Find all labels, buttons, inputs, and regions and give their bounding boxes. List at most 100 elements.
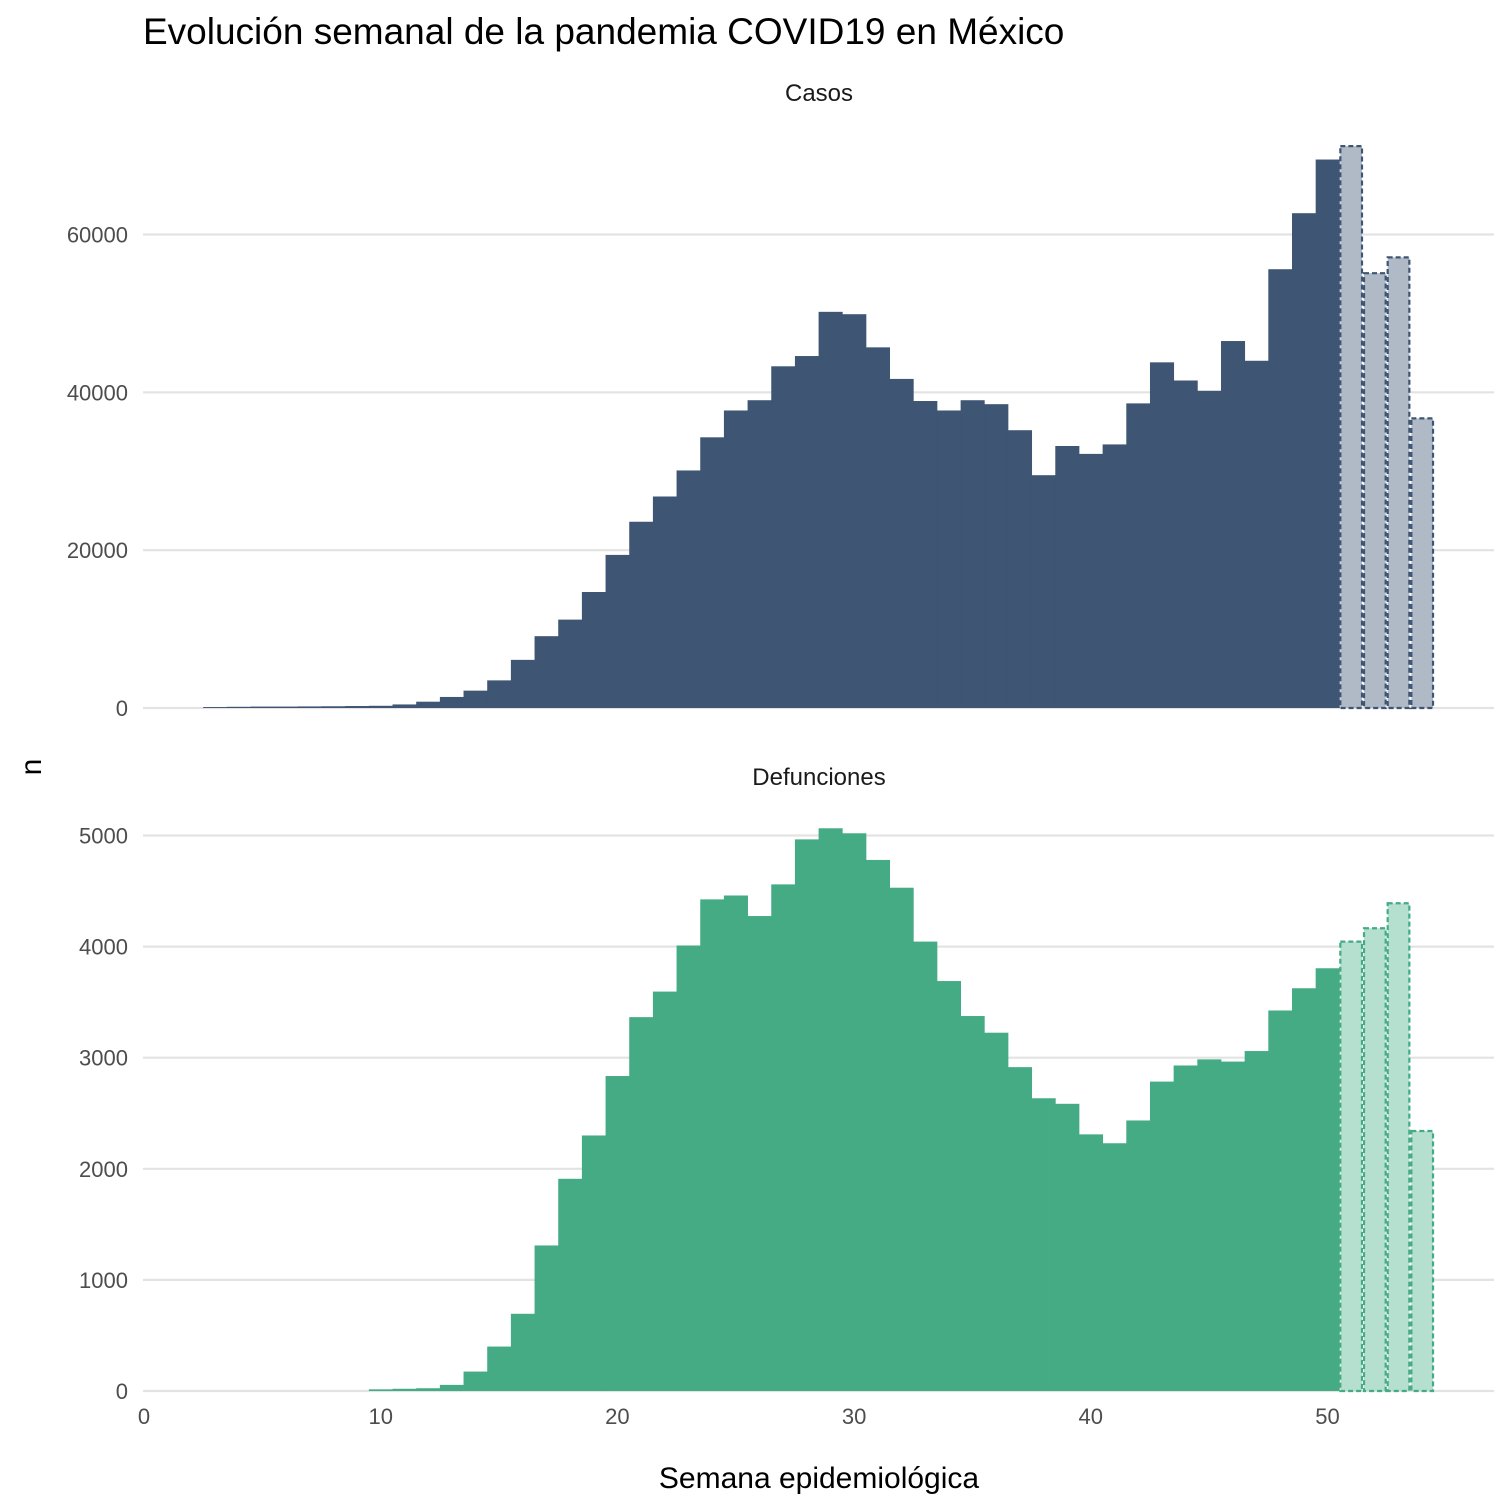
bar [842,833,867,1391]
bar [747,916,772,1391]
bar [1291,213,1317,708]
bar-estimated [1362,272,1387,710]
bar [558,619,583,708]
bar [368,1389,393,1391]
bar [558,1178,583,1391]
bar [865,347,891,708]
panel-label-casos: Casos [785,80,853,107]
bar [1220,1061,1246,1391]
bar [960,1016,985,1391]
bar [629,521,654,708]
bar [1173,380,1198,708]
bar [629,1017,654,1391]
bar [889,887,914,1391]
bar [747,400,772,708]
bar [368,705,393,708]
bar [1244,360,1269,708]
bar [345,706,370,708]
panel-label-defunciones: Defunciones [752,764,885,791]
bar [605,1076,630,1391]
bar [700,899,725,1391]
bar [463,1371,488,1391]
y-tick-labels-defunciones: 0 1000 2000 3000 4000 5000 [79,824,128,1405]
bar [392,1388,417,1391]
bar [1031,1098,1056,1391]
bar [439,696,464,708]
bar [1102,444,1127,708]
bar [605,554,630,708]
bar [1007,430,1033,708]
x-tick-label: 0 [138,1404,150,1429]
x-tick-label: 50 [1315,1404,1339,1429]
bar [1055,445,1080,708]
bar [913,941,938,1391]
bar [700,437,725,708]
bar [416,1388,441,1391]
bar [487,680,512,708]
bar [534,636,559,708]
y-axis-title: n [15,759,48,776]
bar-estimated [1386,902,1411,1393]
bar-estimated [1410,417,1435,710]
bar [321,706,346,708]
bar [1244,1051,1269,1391]
x-axis-title: Semana epidemiológica [659,1462,980,1495]
y-tick-label: 40000 [67,380,128,405]
bar-estimated [1339,145,1364,710]
y-tick-label: 0 [116,696,128,721]
bar [723,895,748,1391]
bar [723,410,748,708]
y-tick-labels-casos: 0 20000 40000 60000 [67,223,128,722]
bar [581,1135,606,1391]
bar [936,981,962,1391]
bar-estimated [1362,927,1387,1393]
y-tick-label: 20000 [67,538,128,563]
bar [1149,1081,1175,1391]
bar [581,591,606,708]
bar-estimated [1386,256,1411,710]
bar [794,839,819,1391]
bar-estimated [1339,940,1364,1393]
bar [1315,968,1340,1391]
bar [226,706,251,708]
bar [1197,1059,1222,1391]
y-tick-label: 2000 [79,1157,128,1182]
y-tick-label: 4000 [79,935,128,960]
bar [984,1032,1009,1391]
panel-defunciones: Defunciones 0 1000 2000 3000 4000 5000 [79,764,1494,1404]
bar [510,1313,535,1391]
bar [439,1384,464,1391]
bar [392,704,417,708]
y-tick-label: 60000 [67,223,128,248]
bar [274,706,299,708]
bar [1268,269,1293,708]
x-tick-label: 10 [368,1404,392,1429]
y-tick-label: 5000 [79,824,128,849]
bar [818,311,843,708]
x-tick-label: 30 [842,1404,866,1429]
chart-title: Evolución semanal de la pandemia COVID19… [143,11,1064,52]
bar [913,401,938,708]
bar [1126,1120,1151,1391]
bar [652,991,677,1391]
bar [1197,390,1222,708]
bars-casos [203,145,1435,710]
bar [1102,1143,1127,1391]
bar [936,410,962,708]
bar [510,659,535,708]
bar [676,945,701,1391]
bar [203,707,228,708]
bar [865,859,891,1391]
y-tick-label: 3000 [79,1046,128,1071]
bar [1173,1065,1198,1391]
bar [1268,1010,1293,1391]
bar [771,366,796,708]
bar-estimated [1410,1129,1435,1393]
x-tick-label: 20 [605,1404,629,1429]
bar [416,701,441,708]
bar [1291,988,1317,1391]
bar [1078,453,1104,708]
bars-defunciones [368,828,1435,1393]
bar [889,378,914,708]
